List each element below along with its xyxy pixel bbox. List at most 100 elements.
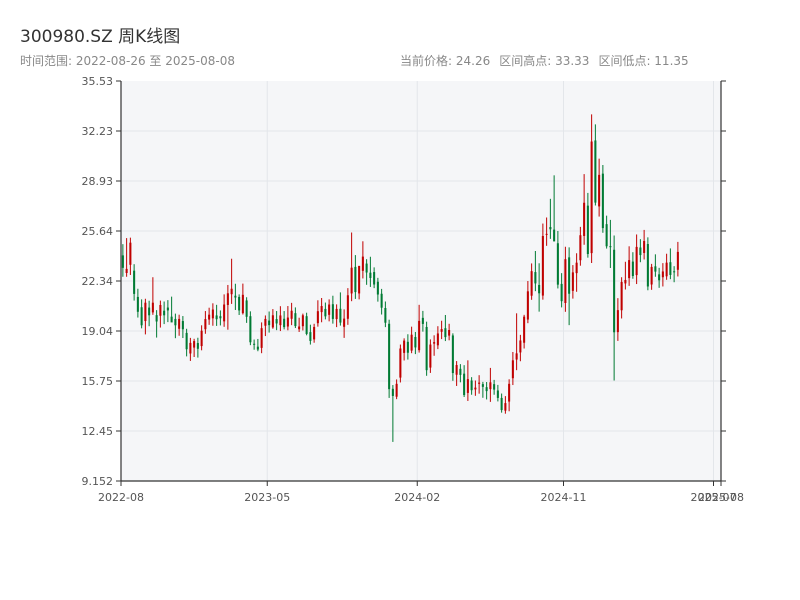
candle-body bbox=[515, 353, 518, 360]
candle bbox=[523, 314, 526, 349]
candle-body bbox=[260, 328, 263, 348]
candle-body bbox=[500, 397, 503, 411]
candle-body bbox=[268, 320, 271, 326]
y-tick-label: 35.53 bbox=[82, 75, 114, 88]
candle-body bbox=[639, 247, 642, 256]
candle bbox=[346, 288, 349, 325]
candle-body bbox=[553, 229, 556, 242]
candle bbox=[271, 309, 274, 329]
candle bbox=[140, 299, 143, 329]
candle bbox=[294, 307, 297, 329]
candle bbox=[421, 310, 424, 332]
candle bbox=[459, 364, 462, 383]
candle-body bbox=[556, 243, 559, 285]
candle bbox=[166, 300, 169, 323]
candle-body bbox=[253, 343, 256, 345]
candle-body bbox=[545, 233, 548, 235]
candle bbox=[305, 312, 308, 336]
candle bbox=[613, 235, 616, 381]
candle bbox=[474, 380, 477, 396]
candle bbox=[391, 385, 394, 442]
candle bbox=[553, 175, 556, 242]
candle-body bbox=[140, 307, 143, 326]
candle bbox=[444, 314, 447, 342]
candle-body bbox=[189, 342, 192, 354]
candle bbox=[643, 229, 646, 260]
candle bbox=[174, 313, 177, 339]
candle-body bbox=[286, 317, 289, 327]
y-tick-label: 22.34 bbox=[82, 275, 114, 288]
candle-body bbox=[605, 224, 608, 247]
candles-group bbox=[121, 114, 679, 442]
candle bbox=[545, 217, 548, 246]
candle bbox=[406, 334, 409, 360]
candle bbox=[249, 311, 252, 346]
candle bbox=[208, 307, 211, 325]
candle bbox=[624, 261, 627, 290]
candle-body bbox=[613, 249, 616, 333]
candle bbox=[286, 306, 289, 331]
candle bbox=[661, 263, 664, 287]
candle bbox=[590, 114, 593, 263]
candle-body bbox=[406, 341, 409, 353]
candle-body bbox=[646, 244, 649, 287]
candle-body bbox=[245, 300, 248, 317]
candle bbox=[226, 284, 229, 330]
candle bbox=[358, 265, 361, 300]
candle bbox=[556, 230, 559, 289]
candle bbox=[256, 338, 259, 352]
candle bbox=[339, 292, 342, 326]
x-tick-label: 2024-11 bbox=[541, 491, 587, 504]
candle-body bbox=[474, 387, 477, 390]
candle-body bbox=[313, 326, 316, 340]
candle bbox=[268, 311, 271, 333]
candle-body bbox=[316, 311, 319, 324]
candle bbox=[470, 377, 473, 395]
candle-body bbox=[185, 332, 188, 350]
candle-body bbox=[350, 267, 353, 294]
candle bbox=[650, 263, 653, 290]
candle-body bbox=[444, 328, 447, 338]
candle bbox=[673, 266, 676, 283]
candle bbox=[290, 302, 293, 326]
candle bbox=[410, 326, 413, 354]
candle bbox=[324, 302, 327, 320]
candle bbox=[519, 334, 522, 362]
candle-body bbox=[144, 302, 147, 322]
candle-body bbox=[620, 281, 623, 311]
candle-body bbox=[133, 270, 136, 294]
date-range-text: 时间范围: 2022-08-26 至 2025-08-08 bbox=[20, 54, 235, 68]
candle bbox=[301, 313, 304, 331]
candle bbox=[193, 338, 196, 357]
candle-body bbox=[159, 304, 162, 316]
candle-body bbox=[148, 307, 151, 316]
candle bbox=[575, 253, 578, 292]
range-low-text: 区间低点: 11.35 bbox=[598, 54, 689, 68]
candle-body bbox=[586, 205, 589, 255]
candle-body bbox=[530, 271, 533, 296]
candle-body bbox=[519, 340, 522, 353]
candle-body bbox=[373, 272, 376, 285]
candle bbox=[478, 375, 481, 394]
candle bbox=[125, 238, 128, 277]
candle-body bbox=[459, 368, 462, 375]
candle-body bbox=[590, 141, 593, 254]
candle bbox=[635, 234, 638, 285]
candle bbox=[320, 297, 323, 323]
candle bbox=[350, 232, 353, 302]
candle-body bbox=[508, 383, 511, 402]
candle bbox=[594, 124, 597, 206]
candle bbox=[448, 323, 451, 341]
candle bbox=[159, 300, 162, 328]
candle-body bbox=[436, 333, 439, 346]
candle-body bbox=[414, 336, 417, 348]
candle-body bbox=[568, 257, 571, 294]
candle-body bbox=[283, 318, 286, 328]
candle bbox=[560, 273, 563, 308]
candle-body bbox=[549, 227, 552, 230]
candle bbox=[508, 379, 511, 412]
candle-body bbox=[234, 295, 237, 298]
candle bbox=[418, 304, 421, 353]
candle bbox=[316, 300, 319, 327]
candle bbox=[211, 303, 214, 326]
